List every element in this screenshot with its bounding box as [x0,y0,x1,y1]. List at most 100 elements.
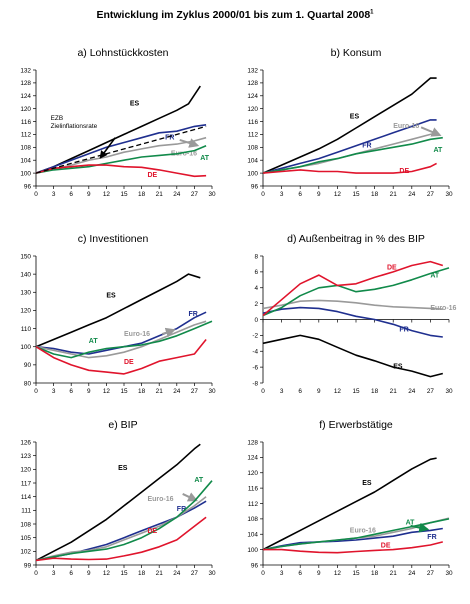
series-line-fr [262,119,437,174]
y-tick-label: 100 [247,547,258,554]
x-tick-label: 9 [87,388,91,395]
series-label-es: ES [350,113,360,120]
label-arrow [420,126,442,137]
series-line-de [35,516,207,562]
x-tick-label: 9 [317,191,321,198]
series-label-fr: FR [177,506,186,513]
series-label-de: DE [124,359,134,366]
y-tick-label: 96 [251,183,259,190]
y-tick-label: 120 [247,106,258,113]
x-tick-label: 9 [87,191,91,198]
x-tick-label: 21 [390,388,398,395]
series-line-de [262,260,444,317]
y-tick-label: 128 [247,80,258,87]
x-tick-label: 18 [138,191,146,198]
x-tick-label: 3 [280,191,284,198]
x-tick-label: 30 [445,191,453,198]
y-tick-label: 124 [247,93,258,100]
series-label-de: DE [147,172,157,179]
chart-panel-aussenbeitrag: d) Außenbeitrag in % des BIP-8-6-4-20246… [252,233,456,395]
y-tick-label: 100 [20,170,31,177]
x-tick-label: 9 [87,570,91,577]
x-tick-label: 21 [390,191,398,198]
y-tick-label: 124 [247,455,258,462]
y-tick-label: 100 [247,170,258,177]
y-tick-label: 123 [20,453,31,460]
series-line-at [35,144,207,174]
x-tick-label: 18 [371,570,379,577]
y-tick-label: 114 [21,494,32,501]
x-tick-label: 0 [34,388,38,395]
panel-title: f) Erwerbstätige [319,419,393,431]
series-label-es: ES [362,480,372,487]
x-tick-label: 15 [120,570,128,577]
x-tick-label: 24 [173,191,181,198]
series-line-at [35,320,213,359]
x-tick-label: 0 [34,191,38,198]
series-label-euro-16: Euro-16 [147,496,173,503]
x-tick-label: 24 [408,388,416,395]
series-label-at: AT [434,147,444,154]
series-line-es [262,334,443,378]
y-tick-label: 110 [21,326,32,333]
series-line-es [262,457,437,551]
x-tick-label: 15 [120,388,128,395]
x-tick-label: 30 [208,388,216,395]
series-line-fr [262,527,443,551]
page-title-text: Entwicklung im Zyklus 2000/01 bis zum 1.… [96,9,371,21]
x-tick-label: 15 [352,388,360,395]
y-tick-label: 132 [247,67,258,74]
x-tick-label: 30 [208,191,216,198]
annotation-text: EZB [51,115,63,122]
page-title: Entwicklung im Zyklus 2000/01 bis zum 1.… [0,9,470,21]
x-tick-label: 9 [317,570,321,577]
series-line-euro-16 [35,320,207,359]
y-tick-label: 6 [254,269,258,276]
x-tick-label: 6 [69,388,73,395]
y-tick-label: 128 [247,439,258,446]
x-tick-label: 27 [191,570,199,577]
series-label-at: AT [200,155,210,162]
series-line-de [262,162,437,174]
y-tick-label: -2 [252,333,258,340]
x-tick-label: 24 [173,388,181,395]
x-tick-label: 6 [69,570,73,577]
y-tick-label: 104 [247,532,258,539]
series-label-fr: FR [189,311,198,318]
x-tick-label: 18 [138,570,146,577]
series-line-at [262,518,450,551]
panel-title: b) Konsum [331,47,382,59]
y-tick-label: 132 [20,67,31,74]
series-label-es: ES [118,465,128,472]
y-tick-label: 102 [20,549,31,556]
x-tick-label: 21 [156,388,164,395]
x-tick-label: 21 [156,191,164,198]
y-tick-label: 108 [247,145,258,152]
x-tick-label: 15 [120,191,128,198]
panel-title: a) Lohnstückkosten [77,47,168,59]
series-label-fr: FR [399,326,408,333]
x-tick-label: 30 [208,570,216,577]
y-tick-label: 108 [247,516,258,523]
series-label-es: ES [106,293,116,300]
label-arrow [161,327,176,338]
y-tick-label: 120 [247,470,258,477]
y-tick-label: 140 [20,271,31,278]
y-tick-label: 120 [20,106,31,113]
y-tick-label: 120 [20,467,31,474]
series-line-de [35,164,207,178]
y-tick-label: 99 [24,562,32,569]
x-tick-label: 15 [352,570,360,577]
series-label-euro-16: Euro-16 [171,150,197,157]
y-tick-label: 111 [21,508,31,515]
y-tick-label: 105 [20,535,31,542]
y-tick-label: 126 [20,439,31,446]
chart-panel-investitionen: c) Investitionen 80 90 100 110 120 130 140 150 0 3… [20,233,216,395]
label-arrow [410,522,430,533]
x-tick-label: 3 [280,570,284,577]
y-tick-label: 104 [247,158,258,165]
panel-title: d) Außenbeitrag in % des BIP [287,233,425,245]
series-line-ezb [35,125,207,174]
